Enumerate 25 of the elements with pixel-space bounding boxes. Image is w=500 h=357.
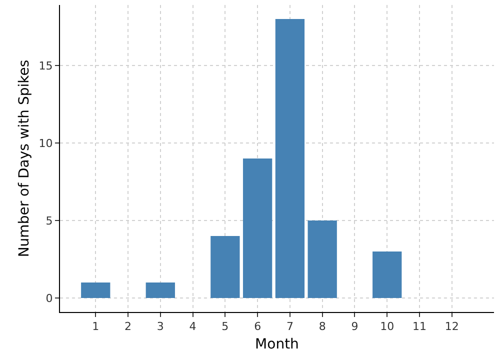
x-tick-label: 4 (189, 320, 196, 334)
x-tick-label: 9 (351, 320, 358, 334)
bar (210, 236, 240, 298)
y-tick-label: 15 (38, 59, 53, 72)
y-tick-label: 0 (46, 292, 53, 305)
bar (81, 282, 110, 298)
x-tick-label: 6 (254, 320, 262, 334)
x-tick-label: 5 (222, 320, 229, 334)
x-tick-label: 7 (286, 320, 294, 334)
x-tick-label: 1 (92, 320, 100, 334)
y-tick-label: 5 (46, 214, 53, 228)
bar (308, 220, 337, 298)
x-axis-title: Month (255, 336, 299, 352)
x-tick-label: 10 (380, 320, 394, 334)
y-tick-label: 10 (38, 136, 53, 150)
x-tick-label: 8 (318, 320, 326, 334)
x-tick-label: 2 (124, 320, 132, 334)
bar (242, 158, 272, 298)
x-tick-label: 3 (156, 320, 164, 334)
y-axis-title: Number of Days with Spikes (16, 60, 32, 258)
bar (146, 282, 175, 298)
bar (275, 18, 305, 298)
x-tick-label: 12 (444, 320, 459, 334)
x-tick-label: 11 (412, 320, 427, 334)
bar (372, 252, 402, 298)
